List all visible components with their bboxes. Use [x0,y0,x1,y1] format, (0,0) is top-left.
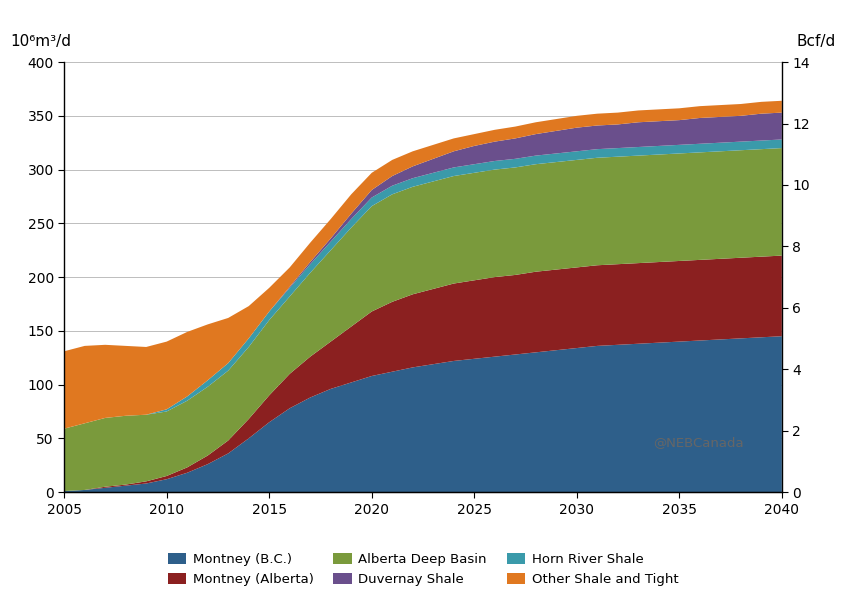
Text: 10⁶m³/d: 10⁶m³/d [10,34,71,49]
Text: @NEBCanada: @NEBCanada [652,436,744,449]
Legend: Montney (B.C.), Montney (Alberta), Alberta Deep Basin, Duvernay Shale, Horn Rive: Montney (B.C.), Montney (Alberta), Alber… [162,547,684,591]
Text: Bcf/d: Bcf/d [796,34,836,49]
